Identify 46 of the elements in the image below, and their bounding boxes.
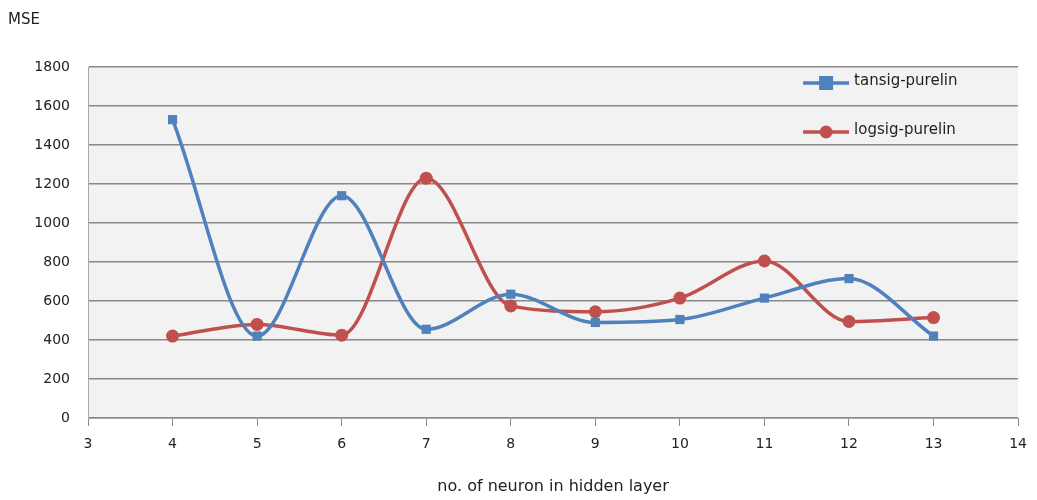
x-tick-label: 5 (252, 435, 262, 452)
y-tick-label: 400 (43, 330, 70, 347)
point (506, 289, 516, 299)
point (844, 273, 854, 284)
x-tick-label: 9 (590, 435, 600, 452)
point (504, 299, 518, 313)
y-tick-label: 1400 (34, 135, 70, 152)
x-axis-title: no. of neuron in hidden layer (437, 475, 670, 495)
x-tick-label: 12 (840, 435, 858, 452)
point (335, 328, 349, 342)
point (928, 331, 939, 341)
y-tick-label: 1600 (34, 96, 70, 113)
y-tick-label: 1200 (34, 174, 70, 191)
x-tick-label: 13 (924, 435, 943, 452)
x-tick-label: 6 (337, 435, 347, 452)
y-tick-label: 1000 (34, 213, 70, 230)
point (842, 314, 856, 328)
x-tick-label: 10 (670, 435, 689, 452)
point (675, 314, 685, 325)
point (927, 311, 941, 325)
point (588, 305, 602, 319)
point (167, 115, 178, 125)
y-axis-title: MSE (8, 9, 40, 28)
y-tick-label: 800 (43, 252, 70, 269)
legend-label: tansig-purelin (854, 70, 958, 89)
y-tick-label: 200 (43, 369, 70, 386)
point (166, 329, 180, 343)
legend-label: logsig-purelin (854, 119, 956, 138)
x-tick-label: 8 (506, 435, 516, 452)
x-tick-label: 14 (1009, 435, 1028, 452)
point (759, 293, 770, 303)
y-tick-label: 600 (43, 291, 70, 308)
x-tick-label: 7 (421, 435, 431, 452)
point (673, 291, 687, 305)
point (419, 171, 433, 185)
point (250, 317, 264, 331)
point (590, 317, 600, 328)
point (252, 331, 262, 341)
x-tick-label: 3 (83, 435, 93, 452)
y-tick-label: 0 (61, 408, 70, 425)
point (421, 324, 431, 334)
point (337, 191, 347, 201)
x-tick-label: 4 (168, 435, 178, 452)
x-tick-label: 11 (755, 435, 774, 452)
y-tick-label: 1800 (34, 57, 70, 74)
point (757, 254, 771, 268)
